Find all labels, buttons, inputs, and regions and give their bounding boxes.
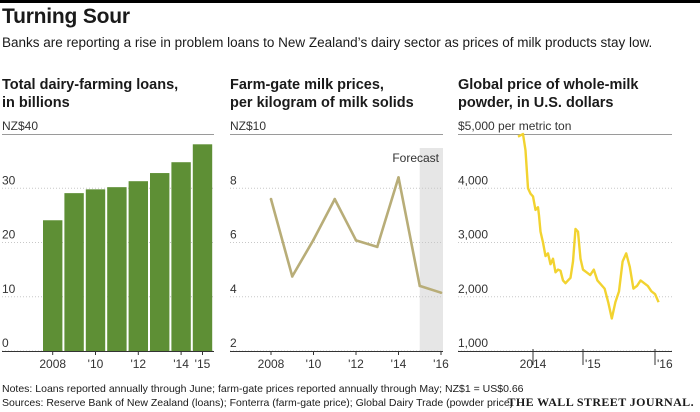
loans-bar-2010 [85, 189, 106, 351]
chart-subtitle: Banks are reporting a rise in problem lo… [2, 35, 653, 50]
milk-price-point-2014 [397, 176, 400, 179]
forecast-label: Forecast [392, 151, 439, 165]
loans-bar-2013 [150, 173, 170, 351]
header: Turning Sour Banks are reporting a rise … [2, 4, 652, 52]
loans-x-tick-label: '15 [195, 357, 211, 371]
powder-price-line [517, 132, 660, 320]
loans-x-tick-label: '10 [88, 357, 104, 371]
loans-bar-chart: NZ$40 30 20 10 0 2008 '10 '12 '14 '15 [2, 119, 214, 371]
loans-bar-2008 [43, 220, 63, 351]
forecast-band [419, 148, 443, 351]
milk-y-tick-label: 6 [230, 228, 237, 242]
footer-sources: Sources: Reserve Bank of New Zealand (lo… [2, 397, 514, 409]
milk-price-line [269, 176, 442, 294]
milk-x-tick-label: '12 [348, 357, 364, 371]
powder-x-tick-label: '15 [585, 357, 601, 371]
powder-price-line-chart: $5,000 per metric ton 4,000 3,000 2,000 1,00… [458, 119, 673, 371]
milk-price-point-2011 [333, 197, 337, 201]
milk-price-line-chart: Forecast NZ$10 8 6 4 2 2008 '10 '12 '14 '16 [230, 119, 449, 371]
powder-unit-label: $5,000 per metric ton [458, 119, 571, 133]
milk-price-point-2008 [269, 197, 273, 201]
milk-y-tick-label: 2 [230, 336, 237, 350]
loans-bar-2015 [192, 144, 213, 351]
milk-title-line-1: Farm-gate milk prices, [230, 77, 384, 93]
powder-x-tick-label: 2014 [520, 357, 547, 371]
milk-price-point-2012 [354, 239, 358, 242]
milk-price-point-2015 [418, 284, 422, 288]
milk-x-tick-label: '14 [391, 357, 407, 371]
loans-y-tick-label: 10 [2, 282, 16, 296]
loans-y-tick-label: 30 [2, 173, 16, 187]
powder-y-tick-label: 3,000 [458, 228, 488, 242]
loans-title-line-2: in billions [2, 95, 70, 111]
milk-price-point-2010 [312, 238, 315, 242]
milk-x-tick-label: '10 [306, 357, 322, 371]
loans-y-tick-label: 20 [2, 228, 16, 242]
powder-y-tick-label: 1,000 [458, 336, 488, 350]
loans-x-tick-label: '12 [130, 357, 146, 371]
powder-x-tick-label: '16 [657, 357, 673, 371]
loans-bar-2011 [107, 187, 127, 351]
powder-y-tick-label: 4,000 [458, 173, 488, 187]
top-rule [0, 0, 700, 3]
loans-unit-label: NZ$40 [2, 119, 38, 133]
milk-unit-label: NZ$10 [230, 119, 266, 133]
powder-title-line-2: powder, in U.S. dollars [458, 95, 614, 111]
milk-price-point-2009 [290, 275, 294, 278]
loans-bar-2009 [64, 193, 84, 351]
milk-title-line-2: per kilogram of milk solids [230, 95, 414, 111]
milk-price-point-2016 [439, 291, 443, 294]
milk-panel-title: Farm-gate milk prices, per kilogram of m… [230, 76, 414, 112]
publisher-logo: THE WALL STREET JOURNAL. [507, 395, 694, 409]
loans-bar-2014 [171, 162, 191, 351]
milk-x-tick-label: 2008 [258, 357, 285, 371]
powder-title-line-1: Global price of whole-milk [458, 77, 639, 93]
loans-y-tick-label: 0 [2, 336, 9, 350]
loans-x-tick-label: '14 [173, 357, 189, 371]
footer-notes: Notes: Loans reported annually through J… [2, 383, 524, 395]
milk-x-tick-label: '16 [433, 357, 449, 371]
loans-bar-2012 [128, 181, 148, 351]
milk-price-point-2013 [375, 245, 379, 249]
footer: Notes: Loans reported annually through J… [2, 382, 524, 410]
chart-title: Turning Sour [2, 5, 130, 28]
powder-panel-title: Global price of whole-milk powder, in U.… [458, 76, 638, 112]
milk-y-tick-label: 8 [230, 173, 237, 187]
loans-panel-title: Total dairy-farming loans, in billions [2, 76, 178, 112]
loans-title-line-1: Total dairy-farming loans, [2, 77, 179, 93]
powder-y-tick-label: 2,000 [458, 282, 488, 296]
milk-y-tick-label: 4 [230, 282, 237, 296]
loans-x-tick-label: 2008 [39, 357, 66, 371]
